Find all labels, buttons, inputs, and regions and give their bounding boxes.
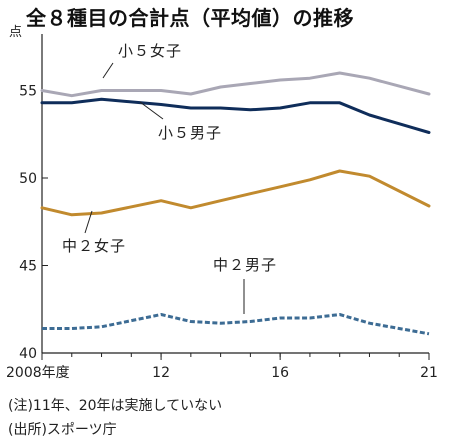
label-girls-elem5-leader [102,62,114,79]
note-missing-years: (注)11年、20年は実施していない [8,398,223,414]
line-girls-jh2 [40,169,431,217]
line-boys-elem5 [40,97,431,134]
line-girls-elem5 [40,71,431,98]
note-source: (出所)スポーツ庁 [8,422,117,438]
y-tick-label: 50 [19,171,37,187]
y-axis-label: 点 [9,25,22,40]
x-tick-label: 2008年度 [6,365,70,381]
y-tick-label: 55 [19,84,37,100]
label-girls-elem5: 小５女子 [118,42,182,60]
label-girls-jh2-leader [84,210,93,234]
label-girls-jh2: 中２女子 [62,237,126,255]
series-lines [40,71,431,336]
x-tick-label: 21 [420,365,438,381]
line-boys-jh2 [42,313,430,336]
chart-title: 全８種目の合計点（平均値）の推移 [26,6,354,30]
x-tick-label: 12 [152,365,170,381]
label-boys-elem5: 小５男子 [158,124,222,142]
axes: 点 40 45 50 55 2008年度 12 16 21 [6,25,438,381]
y-tick-label: 45 [19,259,37,275]
x-tick-label: 16 [271,365,289,381]
y-tick-label: 40 [19,346,37,362]
label-boys-elem5-leader [139,101,164,120]
label-boys-jh2: 中２男子 [213,256,277,274]
